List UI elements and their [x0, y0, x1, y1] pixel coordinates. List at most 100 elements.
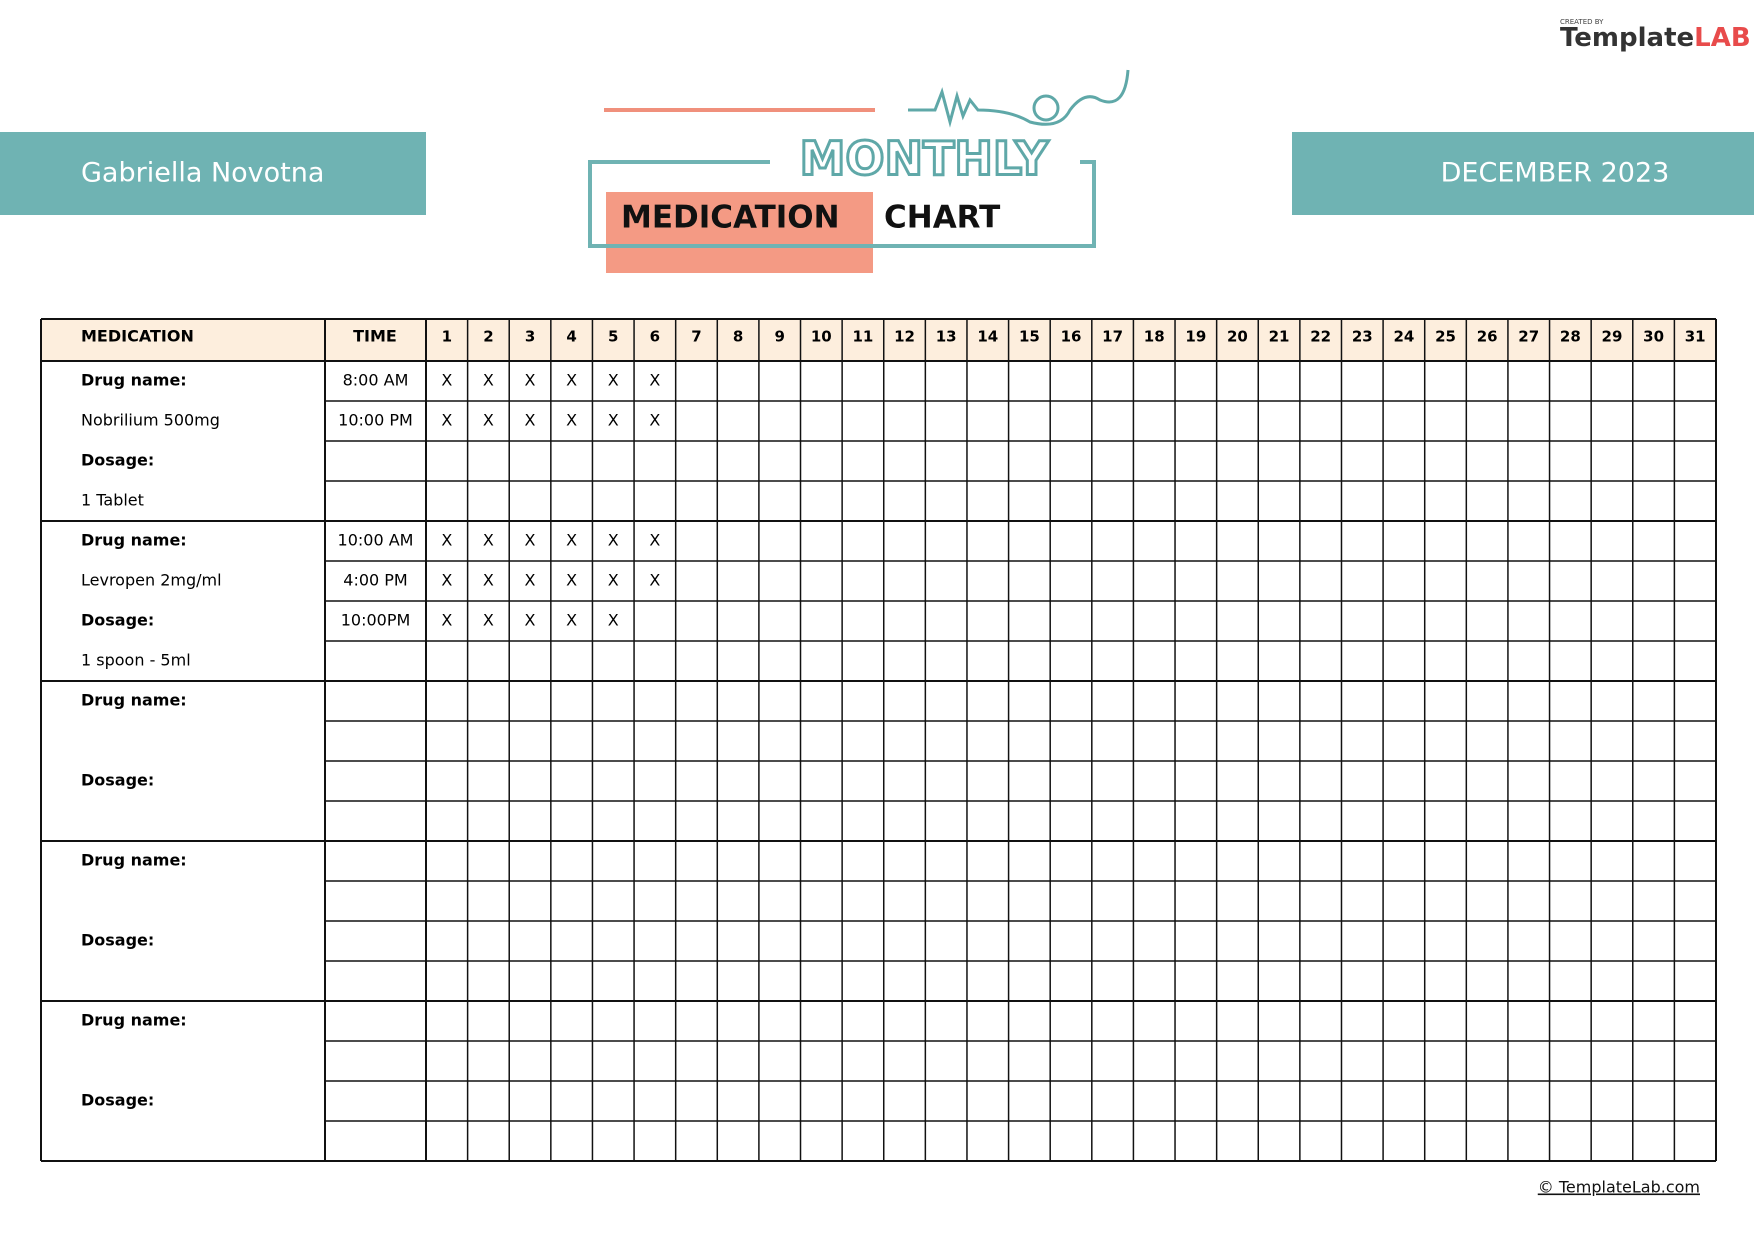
- column-header: MEDICATION: [81, 327, 194, 346]
- column-header: TIME: [353, 327, 397, 346]
- dose-mark: X: [483, 571, 494, 590]
- title-main: MEDICATION: [621, 200, 840, 236]
- field-label: Dosage:: [81, 451, 154, 470]
- field-label: Dosage:: [81, 771, 154, 790]
- day-header: 24: [1393, 328, 1414, 346]
- logo: TemplateLAB: [1560, 23, 1751, 53]
- title-top: MONTHLY: [800, 132, 1049, 186]
- day-header: 28: [1560, 328, 1581, 346]
- dose-mark: X: [441, 411, 452, 430]
- logo-small: CREATED BY: [1560, 18, 1604, 26]
- title-end: CHART: [884, 200, 1000, 236]
- day-header: 8: [733, 328, 743, 346]
- field-label: Drug name:: [81, 371, 187, 390]
- day-header: 1: [442, 328, 452, 346]
- dose-mark: X: [525, 371, 536, 390]
- dose-mark: X: [608, 371, 619, 390]
- day-header: 19: [1185, 328, 1206, 346]
- field-label: Drug name:: [81, 851, 187, 870]
- dose-mark: X: [483, 411, 494, 430]
- day-header: 14: [977, 328, 998, 346]
- time: 4:00 PM: [343, 571, 407, 590]
- dose-mark: X: [441, 531, 452, 550]
- header-row: [41, 319, 1716, 361]
- dose-mark: X: [525, 531, 536, 550]
- table-body: 1 2 3 4 5 6 7 8 9 10 11 12 13 14 15 16 17 18 19 20 21 22 23 24 2…: [40, 318, 1717, 1162]
- day-header: 18: [1144, 328, 1165, 346]
- title-highlight: [606, 192, 873, 273]
- field-label: Dosage:: [81, 611, 154, 630]
- dose-mark: X: [649, 571, 660, 590]
- day-header: 16: [1061, 328, 1082, 346]
- day-header: 23: [1352, 328, 1373, 346]
- dose-mark: X: [608, 531, 619, 550]
- day-header: 22: [1310, 328, 1331, 346]
- dose-mark: X: [608, 611, 619, 630]
- field-label: Drug name:: [81, 1011, 187, 1030]
- dose-mark: X: [566, 371, 577, 390]
- day-header: 15: [1019, 328, 1040, 346]
- day-header: 6: [650, 328, 660, 346]
- day-header: 7: [691, 328, 701, 346]
- stethoscope: [908, 69, 1130, 128]
- day-header: 12: [894, 328, 915, 346]
- dose-mark: X: [441, 611, 452, 630]
- time: 10:00PM: [341, 611, 411, 630]
- time: 10:00 AM: [338, 531, 414, 550]
- field-label: Dosage:: [81, 931, 154, 950]
- day-header: 5: [608, 328, 618, 346]
- dose-mark: X: [608, 571, 619, 590]
- day-header: 29: [1602, 328, 1623, 346]
- day-header: 13: [936, 328, 957, 346]
- day-header: 3: [525, 328, 535, 346]
- day-header: 9: [774, 328, 784, 346]
- day-header: 4: [566, 328, 576, 346]
- logo-accent: LAB: [1694, 23, 1751, 53]
- patient-name: Gabriella Novotna: [81, 158, 324, 189]
- field-label: Dosage:: [81, 1091, 154, 1110]
- day-header: 2: [483, 328, 493, 346]
- field-label: Drug name:: [81, 691, 187, 710]
- day-header: 25: [1435, 328, 1456, 346]
- footer-credit[interactable]: © TemplateLab.com: [1538, 1178, 1700, 1197]
- day-header: 20: [1227, 328, 1248, 346]
- day-header: 10: [811, 328, 832, 346]
- dose-mark: X: [566, 531, 577, 550]
- dose-mark: X: [649, 371, 660, 390]
- field-value: Nobrilium 500mg: [81, 411, 220, 430]
- field-value: 1 spoon - 5ml: [81, 651, 191, 670]
- title-frame: [588, 160, 1096, 248]
- field-label: Drug name:: [81, 531, 187, 550]
- day-header: 21: [1269, 328, 1290, 346]
- dose-mark: X: [525, 571, 536, 590]
- field-value: Levropen 2mg/ml: [81, 571, 222, 590]
- month-banner: [1292, 132, 1754, 215]
- dose-mark: X: [483, 611, 494, 630]
- day-header: 30: [1643, 328, 1664, 346]
- day-header: 26: [1477, 328, 1498, 346]
- day-header: 31: [1685, 328, 1706, 346]
- logo-brand: Template: [1560, 23, 1694, 53]
- dose-mark: X: [525, 611, 536, 630]
- time: 8:00 AM: [343, 371, 409, 390]
- dose-mark: X: [649, 531, 660, 550]
- dose-mark: X: [483, 371, 494, 390]
- field-value: 1 Tablet: [81, 491, 144, 510]
- dose-mark: X: [566, 611, 577, 630]
- patient-banner: [0, 132, 426, 215]
- time: 10:00 PM: [338, 411, 413, 430]
- dose-mark: X: [483, 531, 494, 550]
- dose-mark: X: [649, 411, 660, 430]
- dose-mark: X: [441, 571, 452, 590]
- day-header: 11: [852, 328, 873, 346]
- day-header: 27: [1518, 328, 1539, 346]
- dose-mark: X: [525, 411, 536, 430]
- month: DECEMBER 2023: [1441, 158, 1670, 189]
- dose-mark: X: [608, 411, 619, 430]
- day-header: 17: [1102, 328, 1123, 346]
- dose-mark: X: [441, 371, 452, 390]
- dose-mark: X: [566, 411, 577, 430]
- dose-mark: X: [566, 571, 577, 590]
